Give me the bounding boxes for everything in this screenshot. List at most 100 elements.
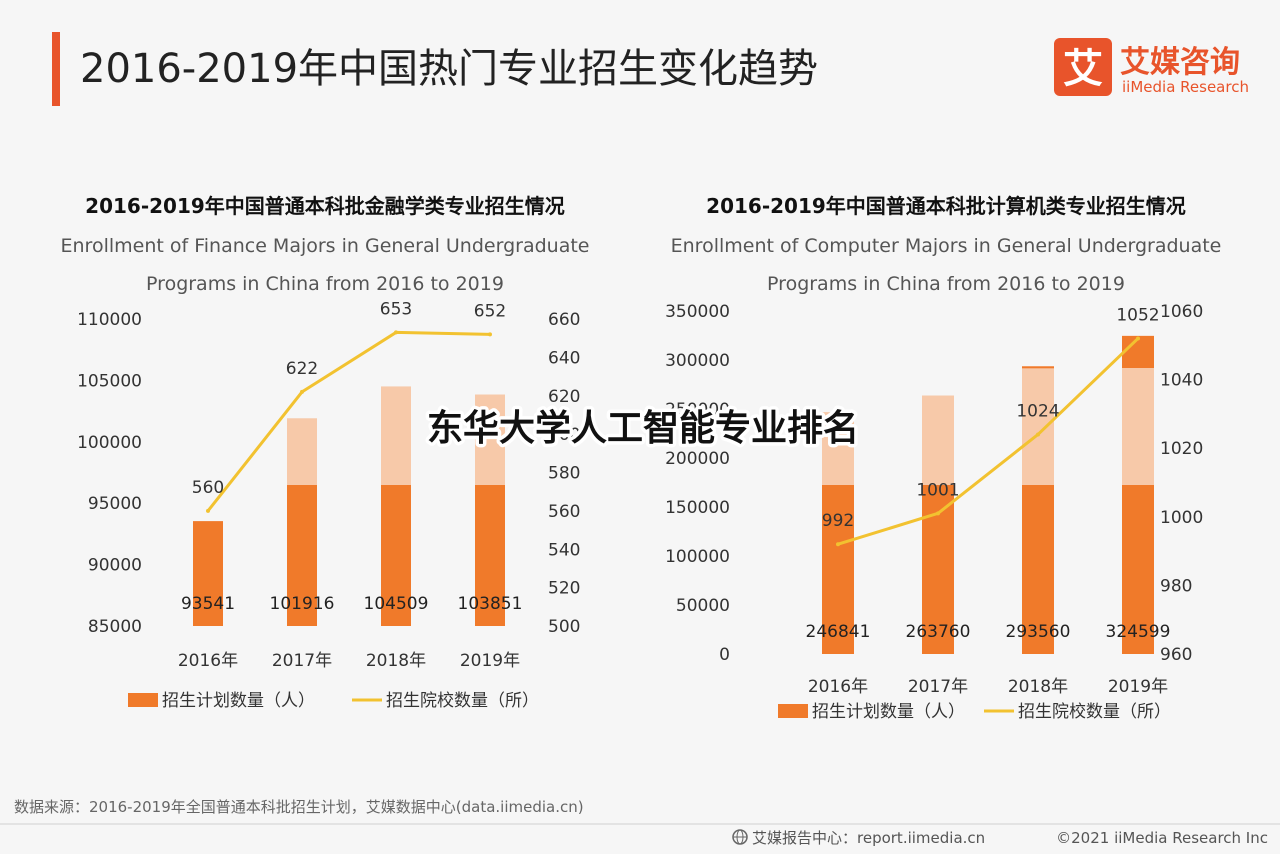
x-tick-label: 2017年 (272, 651, 332, 671)
line-point (836, 542, 840, 547)
bar-value-label: 93541 (181, 594, 235, 614)
title-accent-bar (52, 32, 60, 106)
line-point (394, 330, 398, 335)
line-value-label: 652 (474, 301, 506, 321)
line-point (1036, 432, 1040, 437)
y-right-tick-label: 600 (548, 425, 580, 445)
line-point (300, 389, 304, 394)
bar-value-label: 103851 (458, 594, 523, 614)
x-tick-label: 2019年 (460, 651, 520, 671)
chart-subtitle-line-1: Enrollment of Computer Majors in General… (671, 235, 1222, 257)
legend-bar-swatch (778, 704, 808, 718)
y-right-tick-label: 620 (548, 387, 580, 407)
line-value-label: 992 (822, 511, 854, 531)
overlay-text: 东华大学人工智能专业排名 (427, 407, 859, 449)
bar-value-label: 246841 (806, 622, 871, 642)
bar (822, 485, 854, 654)
data-source: 数据来源：2016-2019年全国普通本科批招生计划，艾媒数据中心(data.i… (14, 798, 584, 816)
bar (1122, 485, 1154, 654)
x-tick-label: 2016年 (178, 651, 238, 671)
y-right-tick-label: 640 (548, 348, 580, 368)
bar (1022, 485, 1054, 654)
line-series (837, 337, 1140, 546)
y-right-tick-label: 520 (548, 579, 580, 599)
overlay-text-outline: 东华大学人工智能专业排名 (427, 407, 859, 449)
legend-bar-label: 招生计划数量（人） (162, 691, 315, 711)
chart-legend: 招生计划数量（人） 招生院校数量（所） (128, 691, 539, 711)
y-right-tick-label: 980 (1160, 576, 1192, 596)
y-left-tick-label: 105000 (77, 371, 142, 391)
chart-subtitle-line-2: Programs in China from 2016 to 2019 (146, 273, 504, 295)
y-left-tick-label: 350000 (665, 302, 730, 322)
bar (193, 521, 223, 626)
bar-value-label: 104509 (364, 594, 429, 614)
x-tick-label: 2017年 (908, 677, 968, 697)
chart-legend: 招生计划数量（人） 招生院校数量（所） (778, 702, 1171, 722)
bar (381, 485, 411, 626)
brand-logo: 艾 艾媒咨询 iiMedia Research (1054, 38, 1249, 96)
legend-bar-label: 招生计划数量（人） (812, 702, 965, 722)
y-left-tick-label: 85000 (88, 617, 142, 637)
y-right-tick-label: 500 (548, 617, 580, 637)
y-right-tick-label: 660 (548, 310, 580, 330)
logo-name-cn: 艾媒咨询 (1120, 45, 1240, 80)
y-right-tick-label: 1020 (1160, 439, 1203, 459)
page-title: 2016-2019年中国热门专业招生变化趋势 (80, 46, 818, 92)
bar-value-label: 293560 (1006, 622, 1071, 642)
line-point (936, 511, 940, 516)
line-point (206, 508, 210, 513)
line-value-label: 653 (380, 299, 412, 319)
y-right-tick-label: 560 (548, 502, 580, 522)
line-value-label: 1001 (916, 480, 959, 500)
y-left-tick-label: 90000 (88, 556, 142, 576)
computer-chart: 2016-2019年中国普通本科批计算机类专业招生情况 Enrollment o… (665, 194, 1221, 722)
y-right-tick-label: 1040 (1160, 371, 1203, 391)
chart-title: 2016-2019年中国普通本科批计算机类专业招生情况 (706, 194, 1186, 218)
chart-subtitle-line-2: Programs in China from 2016 to 2019 (767, 273, 1125, 295)
logo-name-en: iiMedia Research (1122, 78, 1249, 96)
y-left-tick-label: 150000 (665, 498, 730, 518)
y-right-tick-label: 580 (548, 464, 580, 484)
y-left-tick-label: 100000 (665, 547, 730, 567)
y-right-tick-label: 540 (548, 540, 580, 560)
bar-value-label: 263760 (906, 622, 971, 642)
y-left-tick-label: 110000 (77, 310, 142, 330)
x-tick-label: 2018年 (366, 651, 426, 671)
bar-cap (1122, 335, 1154, 368)
line-value-label: 1052 (1116, 305, 1159, 325)
y-left-tick-label: 200000 (665, 449, 730, 469)
y-left-tick-label: 300000 (665, 351, 730, 371)
legend-bar-swatch (128, 693, 158, 707)
bar-value-label: 324599 (1106, 622, 1171, 642)
x-tick-label: 2016年 (808, 677, 868, 697)
bar-cap (1022, 366, 1054, 369)
chart-subtitle-line-1: Enrollment of Finance Majors in General … (61, 235, 590, 257)
line-point (1136, 336, 1140, 341)
line-value-label: 622 (286, 359, 318, 379)
x-tick-label: 2018年 (1008, 677, 1068, 697)
y-right-tick-label: 1000 (1160, 508, 1203, 528)
bar-value-label: 101916 (270, 594, 335, 614)
y-right-tick-label: 960 (1160, 645, 1192, 665)
y-left-tick-label: 250000 (665, 400, 730, 420)
bar (475, 485, 505, 626)
line-value-label: 560 (192, 478, 224, 498)
y-left-tick-label: 0 (719, 645, 730, 665)
line-value-label: 1024 (1016, 401, 1059, 421)
legend-line-label: 招生院校数量（所） (386, 691, 539, 711)
chart-title: 2016-2019年中国普通本科批金融学类专业招生情况 (85, 194, 565, 218)
report-center: 艾媒报告中心：report.iimedia.cn (752, 829, 985, 847)
y-left-tick-label: 95000 (88, 494, 142, 514)
copyright: ©2021 iiMedia Research Inc (1056, 829, 1268, 847)
line-point (488, 332, 492, 337)
x-tick-label: 2019年 (1108, 677, 1168, 697)
line-series (206, 330, 491, 512)
logo-mark-glyph: 艾 (1063, 46, 1103, 92)
y-left-tick-label: 100000 (77, 433, 142, 453)
finance-chart: 2016-2019年中国普通本科批金融学类专业招生情况 Enrollment o… (61, 194, 590, 711)
overlay-banner: 东华大学人工智能专业排名 东华大学人工智能专业排名 (423, 404, 862, 453)
legend-line-label: 招生院校数量（所） (1018, 702, 1171, 722)
globe-icon (732, 829, 748, 845)
y-left-tick-label: 50000 (676, 596, 730, 616)
